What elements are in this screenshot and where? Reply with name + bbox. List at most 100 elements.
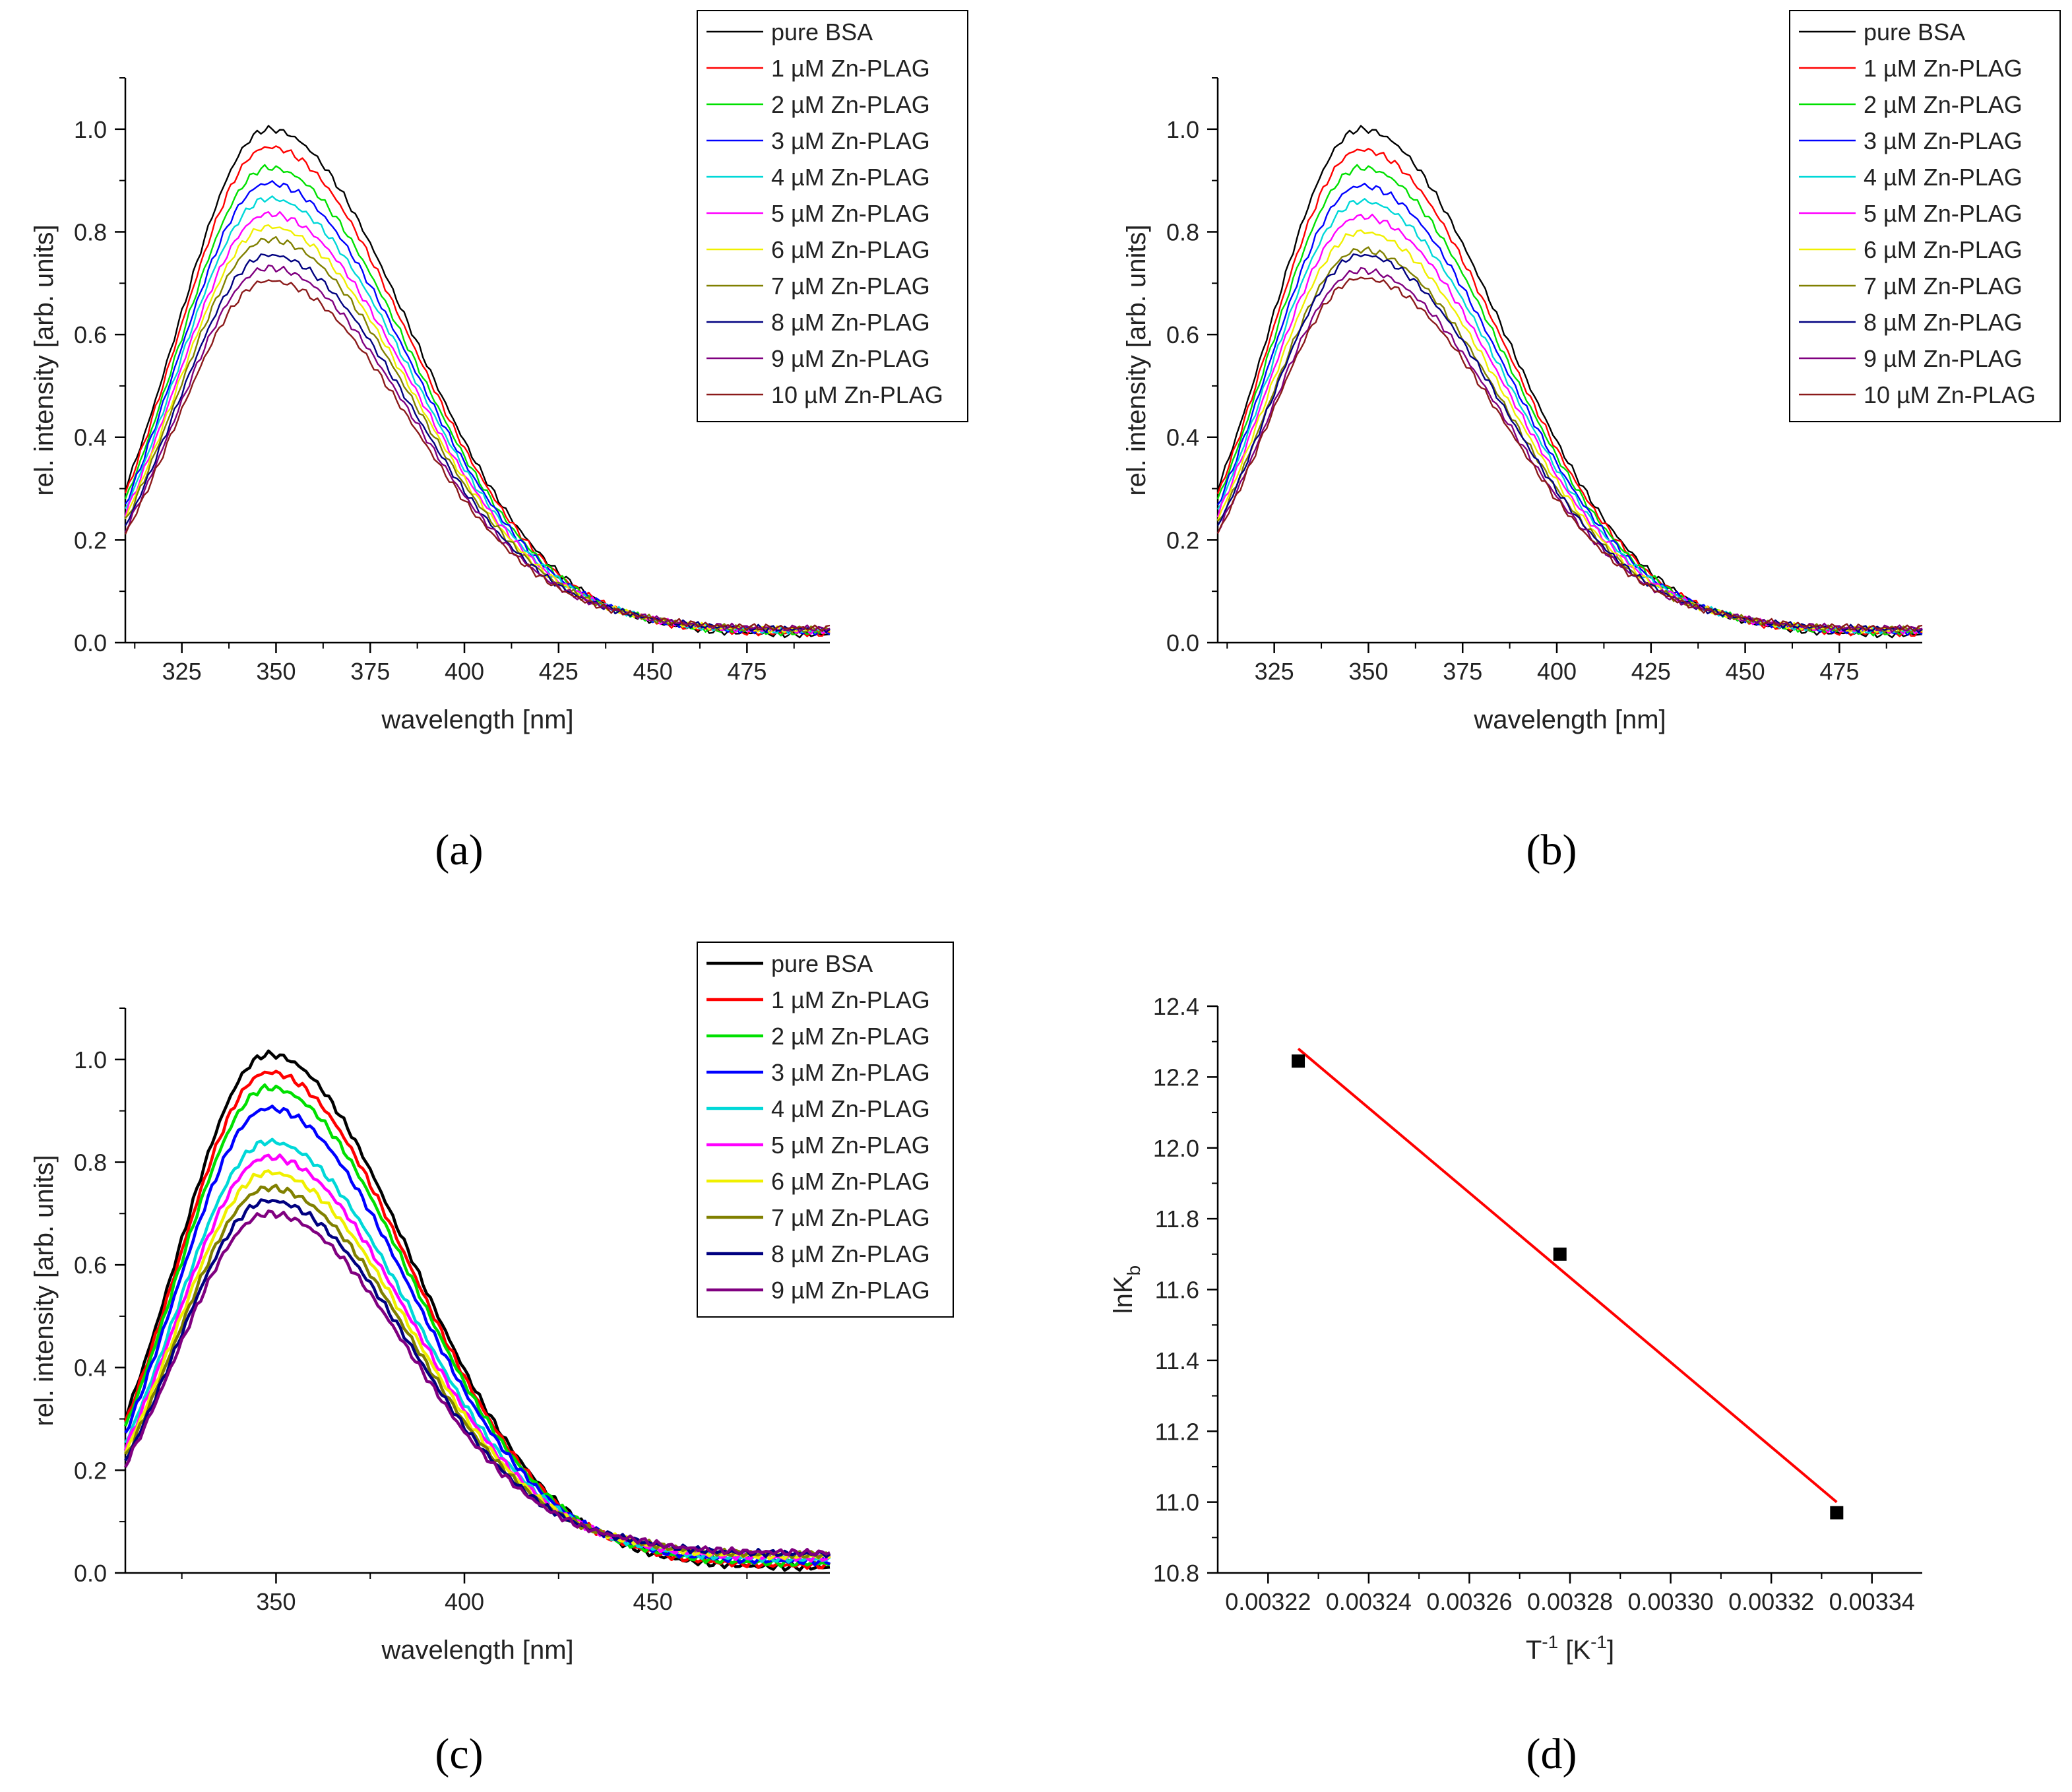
legend-label: 9 µM Zn-PLAG xyxy=(771,1277,930,1304)
series-line xyxy=(124,195,831,635)
y-tick-label: 0.8 xyxy=(1166,218,1199,245)
y-tick-label: 0.6 xyxy=(74,1252,107,1279)
series-line xyxy=(1216,125,1923,639)
y-tick-label: 0.6 xyxy=(74,321,107,348)
x-tick-label: 0.00330 xyxy=(1628,1588,1714,1615)
chart-panel-c: 0.0 0.2 0.4 0.6 0.8 1.0 350 400 450 wavelength [n… xyxy=(30,942,954,1665)
series-line xyxy=(123,1070,831,1570)
x-axis-title: wavelength [nm] xyxy=(381,705,573,734)
series-line xyxy=(124,279,831,632)
legend-label: 3 µM Zn-PLAG xyxy=(771,127,930,154)
y-tick-label: 0.6 xyxy=(1166,321,1199,348)
x-tick-label: 450 xyxy=(633,1588,673,1615)
y-tick-label: 1.0 xyxy=(1166,116,1199,143)
y-tick-label: 11.2 xyxy=(1155,1418,1199,1445)
data-point xyxy=(1553,1247,1567,1261)
series-line xyxy=(1216,276,1923,632)
chart-panel-b: 0.0 0.2 0.4 0.6 0.8 1.0 325 350 375 400 425 450 475 w… xyxy=(1122,10,2061,734)
legend-label: 8 µM Zn-PLAG xyxy=(771,309,930,336)
legend-label: pure BSA xyxy=(771,950,873,977)
legend-label: 3 µM Zn-PLAG xyxy=(1864,127,2023,154)
x-tick-label: 350 xyxy=(256,658,296,685)
x-tick-label: 425 xyxy=(539,658,579,685)
x-tick-label: 400 xyxy=(1537,658,1577,685)
x-tick-label: 0.00328 xyxy=(1527,1588,1613,1615)
x-tick-label: 400 xyxy=(445,658,484,685)
y-tick-label: 11.0 xyxy=(1155,1489,1199,1516)
panel-label-d: (d) xyxy=(1526,1730,1577,1778)
x-tick-label: 0.00322 xyxy=(1225,1588,1311,1615)
legend-label: 8 µM Zn-PLAG xyxy=(771,1240,930,1267)
panel-label-b: (b) xyxy=(1526,826,1577,874)
y-tick-label: 0.0 xyxy=(1166,629,1199,656)
x-tick-label: 0.00334 xyxy=(1829,1588,1915,1615)
legend-label: 7 µM Zn-PLAG xyxy=(1864,272,2023,300)
x-tick-label: 0.00324 xyxy=(1326,1588,1412,1615)
legend-label: 6 µM Zn-PLAG xyxy=(771,1168,930,1195)
legend-label: 7 µM Zn-PLAG xyxy=(771,272,930,300)
x-tick-label: 350 xyxy=(256,1588,296,1615)
y-tick-label: 12.0 xyxy=(1153,1135,1199,1162)
y-tick-label: 1.0 xyxy=(74,1046,107,1073)
y-axis-title: rel. intensity [arb. units] xyxy=(1122,224,1151,496)
series-line xyxy=(124,264,831,633)
x-tick-label: 325 xyxy=(162,658,202,685)
legend-label: 5 µM Zn-PLAG xyxy=(771,1132,930,1159)
panel-label-c: (c) xyxy=(435,1730,483,1778)
y-tick-label: 12.4 xyxy=(1153,993,1199,1020)
y-tick-label: 0.4 xyxy=(74,424,107,451)
series-line xyxy=(124,1137,831,1564)
legend-label: 3 µM Zn-PLAG xyxy=(771,1059,930,1086)
y-tick-label: 10.8 xyxy=(1153,1560,1199,1587)
y-tick-label: 0.2 xyxy=(1166,527,1199,554)
x-tick-label: 350 xyxy=(1348,658,1388,685)
x-tick-label: 400 xyxy=(445,1588,484,1615)
chart-panel-a: 0.0 0.2 0.4 0.6 0.8 1.0 325 350 375 400 425 450 475 w… xyxy=(30,10,968,734)
legend-label: 2 µM Zn-PLAG xyxy=(771,1023,930,1050)
legend-label: 4 µM Zn-PLAG xyxy=(771,1095,930,1122)
y-tick-label: 11.6 xyxy=(1155,1277,1199,1304)
y-tick-label: 0.4 xyxy=(1166,424,1199,451)
x-tick-label: 0.00332 xyxy=(1728,1588,1814,1615)
y-axis-title: rel. intensity [arb. units] xyxy=(30,224,59,496)
series-line xyxy=(124,1209,831,1558)
y-axis-title: lnKb xyxy=(1109,1265,1144,1314)
x-tick-label: 425 xyxy=(1631,658,1671,685)
legend-box xyxy=(697,10,968,422)
y-tick-label: 12.2 xyxy=(1153,1064,1199,1091)
y-tick-label: 0.0 xyxy=(74,1560,107,1587)
legend-label: 1 µM Zn-PLAG xyxy=(771,986,930,1013)
legend-box xyxy=(1789,10,2061,422)
series-line xyxy=(124,253,831,633)
series-line xyxy=(124,125,831,639)
legend-label: 6 µM Zn-PLAG xyxy=(1864,236,2023,263)
y-tick-label: 1.0 xyxy=(74,116,107,143)
x-tick-label: 0.00326 xyxy=(1426,1588,1512,1615)
panel-label-a: (a) xyxy=(435,826,483,874)
legend-label: 4 µM Zn-PLAG xyxy=(1864,164,2023,191)
x-tick-label: 375 xyxy=(350,658,390,685)
legend-label: 2 µM Zn-PLAG xyxy=(1864,91,2023,118)
legend-label: 6 µM Zn-PLAG xyxy=(771,236,930,263)
legend-label: 5 µM Zn-PLAG xyxy=(771,200,930,227)
legend-label: 7 µM Zn-PLAG xyxy=(771,1204,930,1231)
legend-label: 2 µM Zn-PLAG xyxy=(771,91,930,118)
series-line xyxy=(1216,253,1923,633)
y-axis-title: rel. intensity [arb. units] xyxy=(30,1155,59,1426)
series-line xyxy=(1216,267,1923,633)
y-tick-label: 0.4 xyxy=(74,1355,107,1382)
series-line xyxy=(1216,198,1923,635)
x-tick-label: 325 xyxy=(1255,658,1294,685)
x-tick-label: 375 xyxy=(1443,658,1482,685)
series-line xyxy=(123,1049,831,1572)
legend-label: 1 µM Zn-PLAG xyxy=(1864,55,2023,82)
fit-line xyxy=(1297,1047,1838,1504)
x-tick-label: 450 xyxy=(1726,658,1765,685)
chart-panel-d: 10.8 11.0 11.2 11.4 11.6 11.8 12.0 12.2 12.4 0.00… xyxy=(1109,993,1922,1665)
legend-label: pure BSA xyxy=(771,18,873,46)
y-tick-label: 11.8 xyxy=(1155,1205,1199,1232)
legend-label: pure BSA xyxy=(1864,18,1965,46)
legend-label: 8 µM Zn-PLAG xyxy=(1864,309,2023,336)
